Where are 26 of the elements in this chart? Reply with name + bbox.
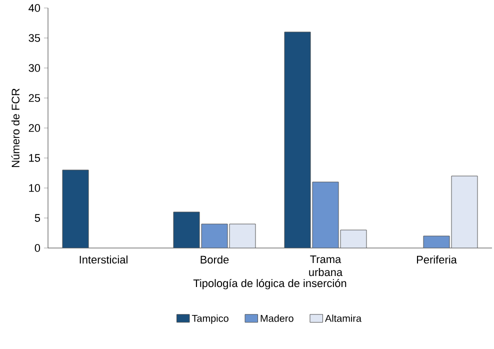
x-tick-label: Borde (200, 256, 229, 264)
y-tick-label: 5 (34, 214, 40, 222)
legend-label: Altamira (325, 314, 362, 322)
legend-label: Madero (260, 314, 294, 322)
x-tick-label: Periferia (417, 256, 457, 264)
bar (340, 230, 367, 248)
bar (201, 224, 228, 248)
y-tick-label: 10 (29, 184, 40, 192)
y-tick-label: 35 (28, 34, 40, 42)
y-tick-label: 40 (28, 4, 40, 12)
bar (451, 176, 478, 248)
x-axis-title: Tipología de lógica de inserción (193, 278, 346, 290)
x-tick-label: Trama urbana (309, 256, 343, 276)
legend-label: Tampico (192, 314, 228, 324)
bar (284, 32, 311, 248)
bar (229, 224, 256, 248)
y-tick-label: 25 (28, 94, 40, 102)
y-tick-label: 0 (34, 244, 40, 252)
bar (173, 212, 200, 248)
y-tick-label: 30 (28, 64, 40, 72)
y-tick-label: 20 (28, 124, 40, 132)
bar (62, 170, 89, 248)
y-tick-label: 15 (29, 154, 40, 162)
bar (312, 182, 339, 248)
y-axis-title: Número de FCR (11, 88, 20, 167)
x-tick-label: Intersticial (80, 256, 128, 264)
